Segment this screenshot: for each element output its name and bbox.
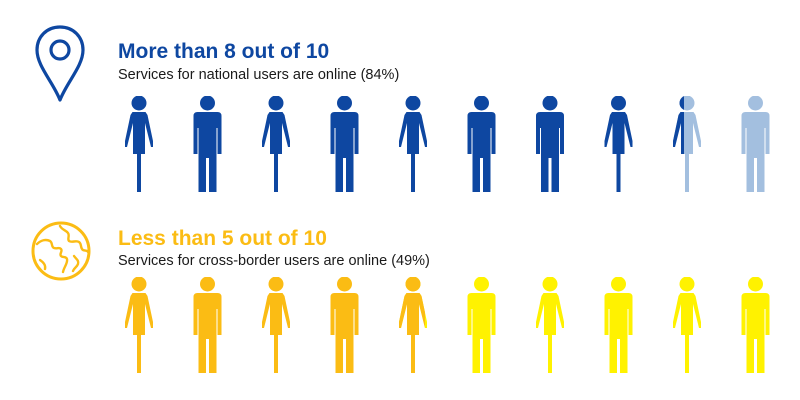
national-pictograph xyxy=(125,96,770,192)
person-female-icon xyxy=(125,96,153,192)
person-male-icon xyxy=(741,277,770,373)
person-female-icon xyxy=(673,96,701,192)
person-male-icon xyxy=(604,277,633,373)
globe-icon xyxy=(30,220,92,282)
person-female-icon xyxy=(125,277,153,373)
location-pin-icon xyxy=(34,24,86,104)
person-female-icon xyxy=(536,277,564,373)
national-headline: More than 8 out of 10 xyxy=(118,40,330,63)
person-female-icon xyxy=(262,277,290,373)
person-male-icon xyxy=(193,277,222,373)
person-male-icon xyxy=(467,277,496,373)
person-female-icon xyxy=(399,96,427,192)
person-female-icon xyxy=(399,277,427,373)
person-female-icon xyxy=(673,277,701,373)
national-users-section: More than 8 out of 10 Services for natio… xyxy=(34,24,770,192)
person-male-icon xyxy=(330,277,359,373)
person-male-icon xyxy=(741,96,770,192)
national-subtitle: Services for national users are online (… xyxy=(118,67,400,83)
cross-border-headline: Less than 5 out of 10 xyxy=(118,227,327,250)
person-male-icon xyxy=(193,96,222,192)
person-male-icon xyxy=(536,96,564,192)
cross-border-subtitle: Services for cross-border users are onli… xyxy=(118,253,430,269)
cross-border-users-section: Less than 5 out of 10 Services for cross… xyxy=(0,200,800,400)
person-male-icon xyxy=(330,96,359,192)
person-male-icon xyxy=(467,96,496,192)
cross-border-pictograph xyxy=(125,277,770,373)
person-female-icon xyxy=(262,96,290,192)
person-female-icon xyxy=(604,96,633,192)
